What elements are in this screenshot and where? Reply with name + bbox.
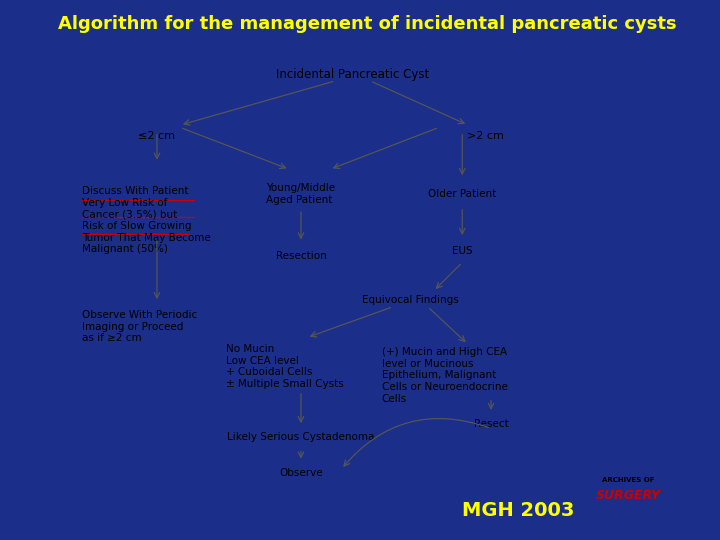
Text: Incidental Pancreatic Cyst: Incidental Pancreatic Cyst [276,68,429,80]
Text: Likely Serious Cystadenoma: Likely Serious Cystadenoma [228,433,374,442]
Text: ≤2 cm: ≤2 cm [138,131,176,141]
Text: Resection: Resection [276,251,326,261]
Text: Observe: Observe [279,468,323,478]
Text: ARCHIVES OF: ARCHIVES OF [602,477,654,483]
Text: >2 cm: >2 cm [467,131,504,141]
Text: SURGERY: SURGERY [595,489,661,502]
Text: Young/Middle
Aged Patient: Young/Middle Aged Patient [266,183,336,205]
Text: Observe With Periodic
Imaging or Proceed
as if ≥2 cm: Observe With Periodic Imaging or Proceed… [82,310,197,343]
Text: Older Patient: Older Patient [428,189,496,199]
Text: Equivocal Findings: Equivocal Findings [362,295,459,305]
Text: EUS: EUS [452,246,472,256]
Text: Discuss With Patient
Very Low Risk of
Cancer (3.5%) but
Risk of Slow Growing
Tum: Discuss With Patient Very Low Risk of Ca… [82,186,211,254]
Text: (+) Mucin and High CEA
level or Mucinous
Epithelium, Malignant
Cells or Neuroend: (+) Mucin and High CEA level or Mucinous… [382,347,508,403]
Text: Resect: Resect [474,419,508,429]
Text: No Mucin
Low CEA level
+ Cuboidal Cells
± Multiple Small Cysts: No Mucin Low CEA level + Cuboidal Cells … [226,344,344,389]
Text: MGH 2003: MGH 2003 [462,501,575,520]
Text: Algorithm for the management of incidental pancreatic cysts: Algorithm for the management of incident… [58,15,676,33]
